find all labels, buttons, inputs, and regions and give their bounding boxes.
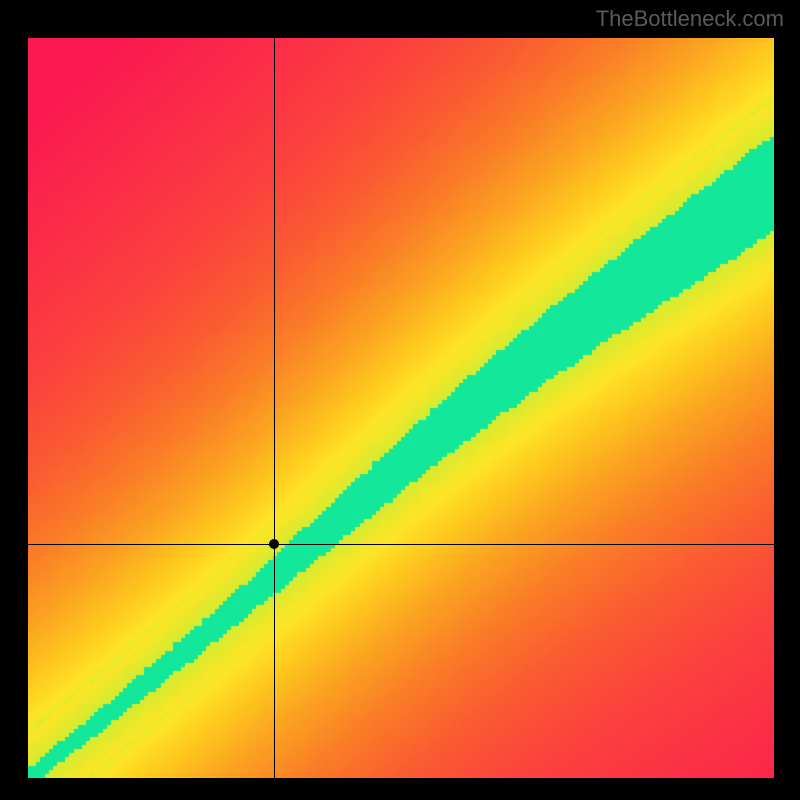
data-point	[269, 539, 279, 549]
crosshair-horizontal	[28, 544, 774, 545]
heatmap-canvas	[28, 38, 774, 778]
chart-container: TheBottleneck.com	[0, 0, 800, 800]
plot-area	[28, 38, 774, 778]
crosshair-vertical	[274, 38, 275, 778]
watermark-text: TheBottleneck.com	[596, 6, 784, 32]
